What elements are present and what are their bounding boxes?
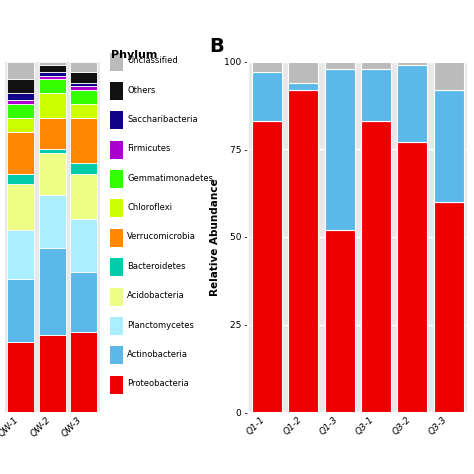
Text: Saccharibacteria: Saccharibacteria [127, 115, 198, 124]
Bar [7, 62, 34, 79]
Bar [39, 335, 65, 412]
Bar [361, 69, 391, 121]
Text: Unclassified: Unclassified [127, 56, 178, 65]
Bar [7, 100, 34, 104]
Bar [39, 65, 65, 72]
Bar [252, 62, 282, 72]
Bar [7, 118, 34, 132]
Bar [325, 230, 355, 412]
Bar [7, 174, 34, 184]
Bar [7, 132, 34, 174]
Bar [398, 142, 427, 412]
Bar [39, 62, 65, 65]
Bar [252, 72, 282, 121]
Bar [39, 149, 65, 153]
Text: Planctomycetes: Planctomycetes [127, 320, 194, 329]
Bar [7, 184, 34, 230]
Bar [434, 90, 464, 202]
Bar [7, 230, 34, 279]
Text: Acidobacteria: Acidobacteria [127, 291, 185, 300]
Bar [70, 82, 97, 86]
Bar [39, 79, 65, 93]
Bar [252, 121, 282, 412]
Bar [361, 121, 391, 412]
Bar [70, 174, 97, 219]
Bar [39, 76, 65, 79]
Text: Verrucomicrobia: Verrucomicrobia [127, 232, 196, 241]
Bar [39, 118, 65, 149]
Bar [289, 82, 318, 90]
Bar [70, 164, 97, 174]
Bar [7, 93, 34, 100]
Bar [39, 247, 65, 335]
Text: Others: Others [127, 85, 155, 94]
Bar [70, 86, 97, 90]
Text: Firmicutes: Firmicutes [127, 144, 171, 153]
Bar [70, 90, 97, 104]
Y-axis label: Relative Abundance: Relative Abundance [210, 178, 220, 296]
Bar [398, 65, 427, 142]
Bar [70, 332, 97, 412]
Bar [434, 62, 464, 90]
Text: Gemmatimonadetes: Gemmatimonadetes [127, 173, 213, 182]
Bar [325, 62, 355, 69]
Bar [398, 62, 427, 65]
Bar [70, 104, 97, 118]
Bar [361, 62, 391, 69]
Bar [70, 272, 97, 332]
Text: Phylum: Phylum [111, 50, 158, 60]
Bar [39, 72, 65, 76]
Text: Proteobacteria: Proteobacteria [127, 379, 189, 388]
Text: Bacteroidetes: Bacteroidetes [127, 262, 185, 271]
Bar [289, 90, 318, 412]
Bar [325, 69, 355, 230]
Bar [39, 195, 65, 247]
Bar [39, 93, 65, 118]
Text: Chloroflexi: Chloroflexi [127, 203, 172, 212]
Bar [7, 279, 34, 342]
Bar [70, 72, 97, 82]
Text: Actinobacteria: Actinobacteria [127, 350, 188, 359]
Bar [70, 118, 97, 164]
Text: B: B [210, 37, 224, 56]
Bar [7, 79, 34, 93]
Bar [70, 219, 97, 272]
Bar [39, 153, 65, 195]
Bar [434, 202, 464, 412]
Bar [70, 62, 97, 72]
Bar [7, 104, 34, 118]
Bar [7, 342, 34, 412]
Bar [289, 62, 318, 82]
